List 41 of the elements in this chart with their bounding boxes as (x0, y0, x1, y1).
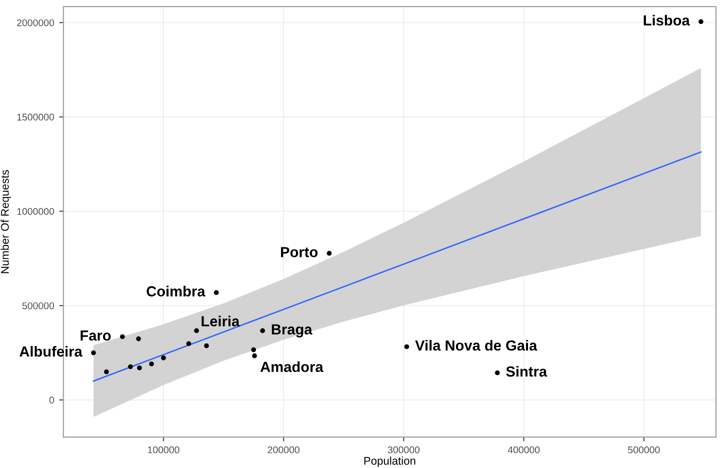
point (136, 336, 141, 342)
annotation: Coimbra (146, 286, 206, 296)
point (120, 334, 125, 340)
y-tick-label: 2000000 (17, 19, 54, 26)
point (104, 369, 109, 374)
y-axis-title: Number Of Requests (0, 170, 12, 274)
annotation: Porto (281, 247, 318, 258)
y-tick-label: 0 (49, 396, 54, 404)
annotation: Leiria (202, 316, 240, 326)
annotation: Lisboa (644, 14, 690, 26)
point (91, 350, 96, 356)
point (149, 362, 154, 366)
point (326, 250, 332, 256)
point (494, 370, 500, 376)
point (186, 341, 192, 346)
point (194, 328, 199, 334)
point (204, 343, 209, 348)
y-tick-label: 1000000 (17, 208, 54, 215)
point (251, 347, 256, 352)
annotation: Sintra (506, 366, 548, 377)
point (137, 365, 142, 370)
annotation: Albufeira (20, 346, 82, 357)
annotation: Amadora (260, 361, 324, 372)
point (404, 344, 410, 350)
x-axis-title: Population (364, 456, 416, 467)
y-tick-label: 500000 (22, 302, 54, 310)
x-tick-label: 300000 (388, 446, 420, 454)
point (252, 353, 257, 358)
y-tick-label: 1500000 (17, 114, 54, 121)
point (260, 328, 265, 334)
x-tick-label: 100000 (148, 446, 180, 454)
point (214, 290, 219, 295)
annotation: Braga (272, 324, 312, 338)
x-tick-label: 200000 (268, 446, 300, 454)
x-tick-label: 500000 (628, 446, 660, 454)
x-tick-label: 400000 (508, 446, 540, 454)
point (128, 364, 133, 370)
point (161, 355, 166, 360)
annotation: Vila Nova de Gaia (415, 340, 538, 351)
point (698, 19, 704, 24)
annotation: Faro (80, 330, 111, 341)
